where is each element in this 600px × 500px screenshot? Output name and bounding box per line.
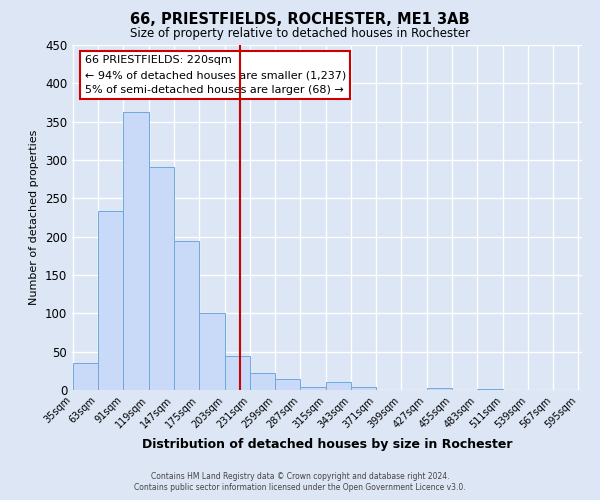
Bar — [301, 387, 326, 390]
Bar — [174, 240, 199, 390]
Bar — [351, 387, 376, 390]
Bar — [326, 382, 351, 390]
Bar — [427, 388, 452, 390]
Bar — [224, 356, 250, 390]
Bar — [73, 363, 98, 390]
Bar — [250, 373, 275, 390]
Bar — [199, 312, 224, 390]
Bar — [149, 167, 174, 390]
Text: Size of property relative to detached houses in Rochester: Size of property relative to detached ho… — [130, 28, 470, 40]
X-axis label: Distribution of detached houses by size in Rochester: Distribution of detached houses by size … — [142, 438, 512, 451]
Y-axis label: Number of detached properties: Number of detached properties — [29, 130, 40, 305]
Bar — [124, 112, 149, 390]
Text: 66 PRIESTFIELDS: 220sqm
← 94% of detached houses are smaller (1,237)
5% of semi-: 66 PRIESTFIELDS: 220sqm ← 94% of detache… — [85, 56, 346, 95]
Bar — [98, 212, 124, 390]
Text: Contains HM Land Registry data © Crown copyright and database right 2024.
Contai: Contains HM Land Registry data © Crown c… — [134, 472, 466, 492]
Bar — [275, 380, 301, 390]
Text: 66, PRIESTFIELDS, ROCHESTER, ME1 3AB: 66, PRIESTFIELDS, ROCHESTER, ME1 3AB — [130, 12, 470, 28]
Bar — [477, 389, 503, 390]
